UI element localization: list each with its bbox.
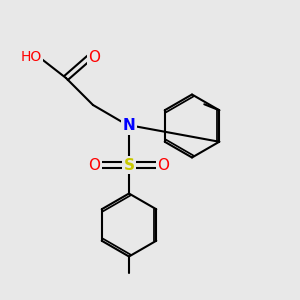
Text: S: S [124,158,134,172]
Text: O: O [158,158,169,172]
Text: O: O [88,158,101,172]
Text: N: N [123,118,135,134]
Text: O: O [88,50,101,64]
Text: HO: HO [21,50,42,64]
